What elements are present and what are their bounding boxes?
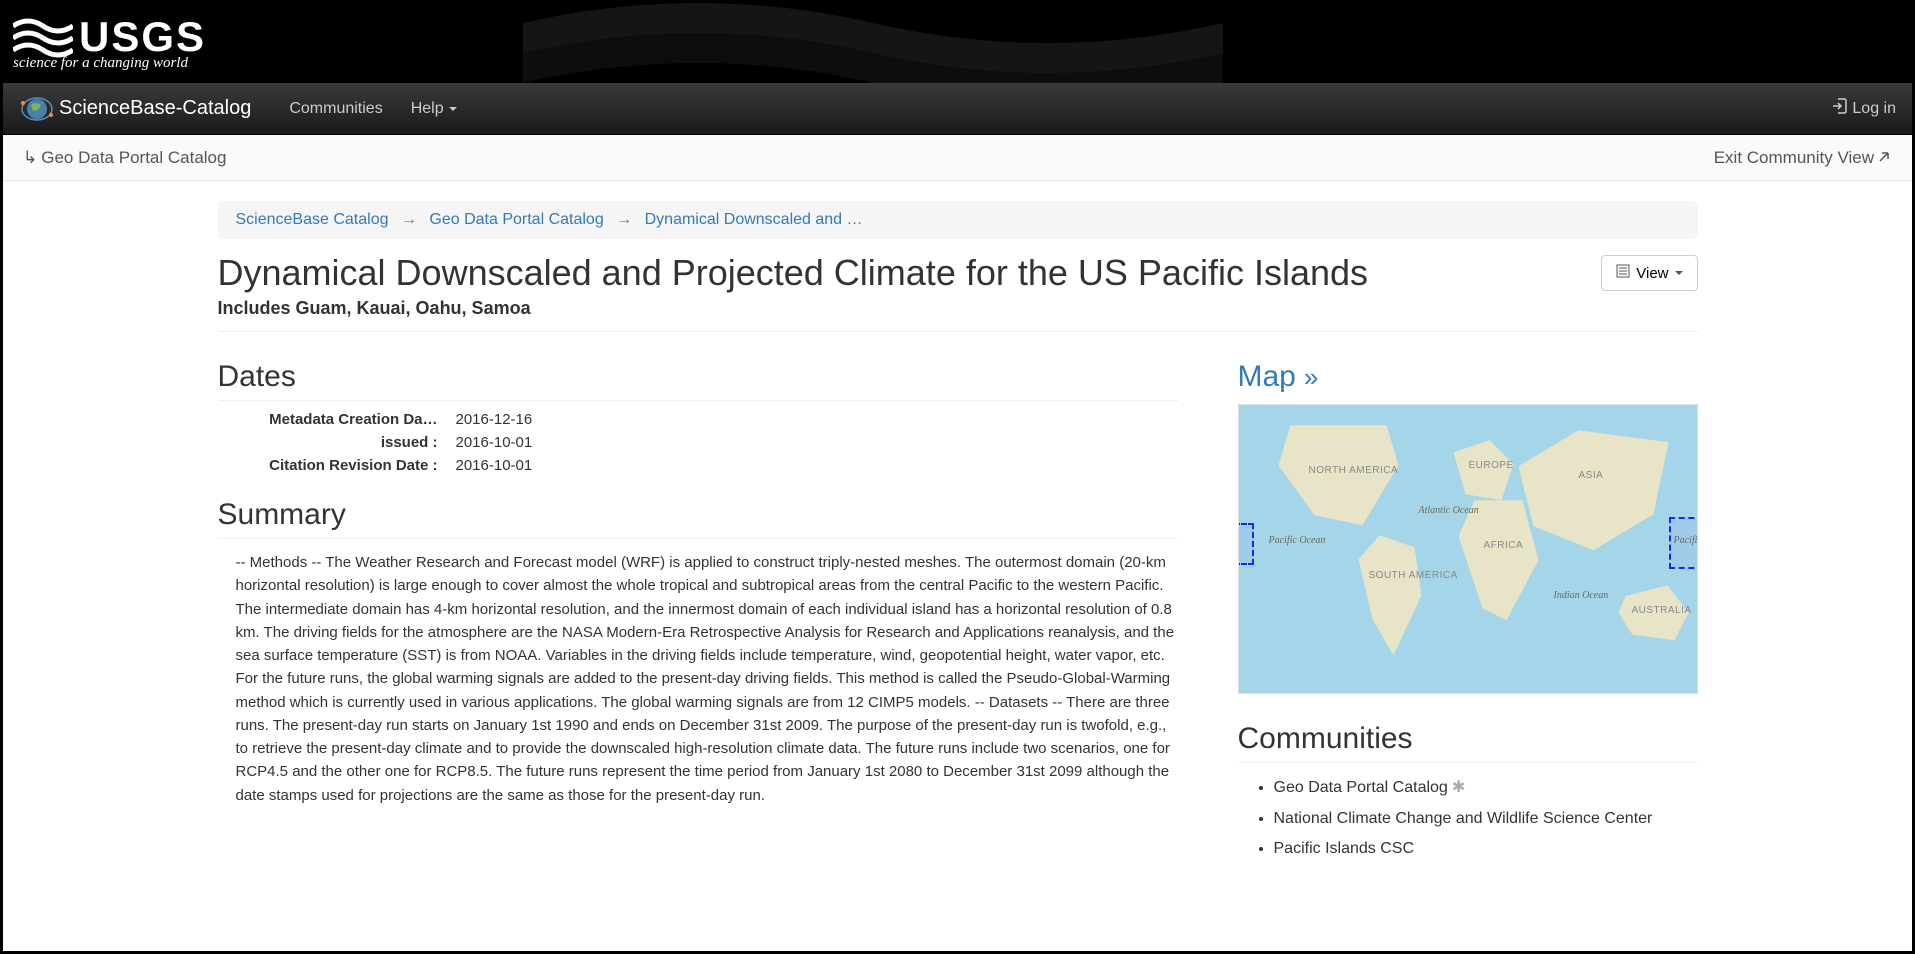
- login-link[interactable]: Log in: [1832, 98, 1896, 119]
- login-icon: [1832, 98, 1848, 119]
- date-value: 2016-12-16: [456, 411, 533, 428]
- map-label: AUSTRALIA: [1632, 605, 1692, 616]
- divider: [218, 331, 1698, 332]
- map-label: Atlantic Ocean: [1419, 505, 1479, 516]
- date-value: 2016-10-01: [456, 434, 533, 451]
- globe-icon: [19, 91, 55, 127]
- view-button[interactable]: View: [1601, 255, 1697, 291]
- community-subbar: ↳ Geo Data Portal Catalog Exit Community…: [3, 135, 1912, 181]
- brand-link[interactable]: ScienceBase-Catalog: [19, 91, 251, 127]
- map-label: ASIA: [1579, 470, 1604, 481]
- caret-down-icon: [1675, 271, 1683, 275]
- map-label: EUROPE: [1469, 460, 1514, 471]
- communities-heading: Communities: [1238, 722, 1698, 763]
- breadcrumb: ScienceBase Catalog → Geo Data Portal Ca…: [218, 201, 1698, 239]
- primary-community-icon: ✱: [1452, 779, 1465, 796]
- page-subtitle: Includes Guam, Kauai, Oahu, Samoa: [218, 298, 1602, 319]
- map-heading-link[interactable]: Map »: [1238, 360, 1319, 394]
- date-label: Metadata Creation Da…: [236, 411, 456, 428]
- exit-community-link[interactable]: Exit Community View: [1714, 148, 1892, 168]
- date-value: 2016-10-01: [456, 457, 533, 474]
- map-label: NORTH AMERICA: [1309, 465, 1399, 476]
- map-extent-box: [1238, 523, 1254, 565]
- breadcrumb-separator: →: [616, 211, 632, 228]
- map-thumbnail[interactable]: NORTH AMERICA SOUTH AMERICA EUROPE AFRIC…: [1238, 404, 1698, 694]
- community-item[interactable]: Geo Data Portal Catalog✱: [1274, 773, 1698, 803]
- summary-heading: Summary: [218, 498, 1178, 539]
- exit-icon: [1878, 148, 1892, 168]
- map-label: Pacific Ocean: [1269, 535, 1326, 546]
- date-row: Metadata Creation Da… 2016-12-16: [236, 411, 1178, 428]
- map-label: AFRICA: [1484, 540, 1524, 551]
- usgs-header: USGS science for a changing world: [3, 3, 1912, 83]
- main-navbar: ScienceBase-Catalog Communities Help Log…: [3, 83, 1912, 135]
- brand-text: ScienceBase-Catalog: [59, 97, 251, 120]
- caret-down-icon: [449, 107, 457, 111]
- date-label: Citation Revision Date :: [236, 457, 456, 474]
- usgs-text: USGS: [79, 16, 206, 58]
- date-label: issued :: [236, 434, 456, 451]
- chevron-right-icon: »: [1304, 362, 1318, 393]
- community-title[interactable]: Geo Data Portal Catalog: [41, 148, 226, 168]
- communities-list: Geo Data Portal Catalog✱ National Climat…: [1274, 773, 1698, 864]
- map-extent-box: [1669, 517, 1698, 569]
- breadcrumb-parent[interactable]: Geo Data Portal Catalog: [429, 211, 603, 228]
- map-label: Indian Ocean: [1554, 590, 1609, 601]
- nav-help[interactable]: Help: [411, 100, 457, 118]
- usgs-waves-icon: [13, 14, 73, 59]
- dates-heading: Dates: [218, 360, 1178, 401]
- usgs-tagline: science for a changing world: [13, 55, 206, 72]
- community-item[interactable]: National Climate Change and Wildlife Sci…: [1274, 804, 1698, 834]
- dates-table: Metadata Creation Da… 2016-12-16 issued …: [236, 411, 1178, 474]
- summary-body: -- Methods -- The Weather Research and F…: [236, 551, 1178, 807]
- breadcrumb-current: Dynamical Downscaled and …: [645, 211, 863, 228]
- breadcrumb-root[interactable]: ScienceBase Catalog: [236, 211, 389, 228]
- map-label: SOUTH AMERICA: [1369, 570, 1458, 581]
- date-row: Citation Revision Date : 2016-10-01: [236, 457, 1178, 474]
- community-item[interactable]: Pacific Islands CSC: [1274, 834, 1698, 864]
- list-icon: [1616, 264, 1630, 282]
- arrow-in-icon: ↳: [23, 148, 37, 168]
- breadcrumb-separator: →: [401, 211, 417, 228]
- nav-communities[interactable]: Communities: [289, 100, 382, 118]
- usgs-logo[interactable]: USGS science for a changing world: [13, 14, 206, 72]
- page-title: Dynamical Downscaled and Projected Clima…: [218, 251, 1602, 294]
- header-swoosh-decor: [523, 3, 1223, 83]
- date-row: issued : 2016-10-01: [236, 434, 1178, 451]
